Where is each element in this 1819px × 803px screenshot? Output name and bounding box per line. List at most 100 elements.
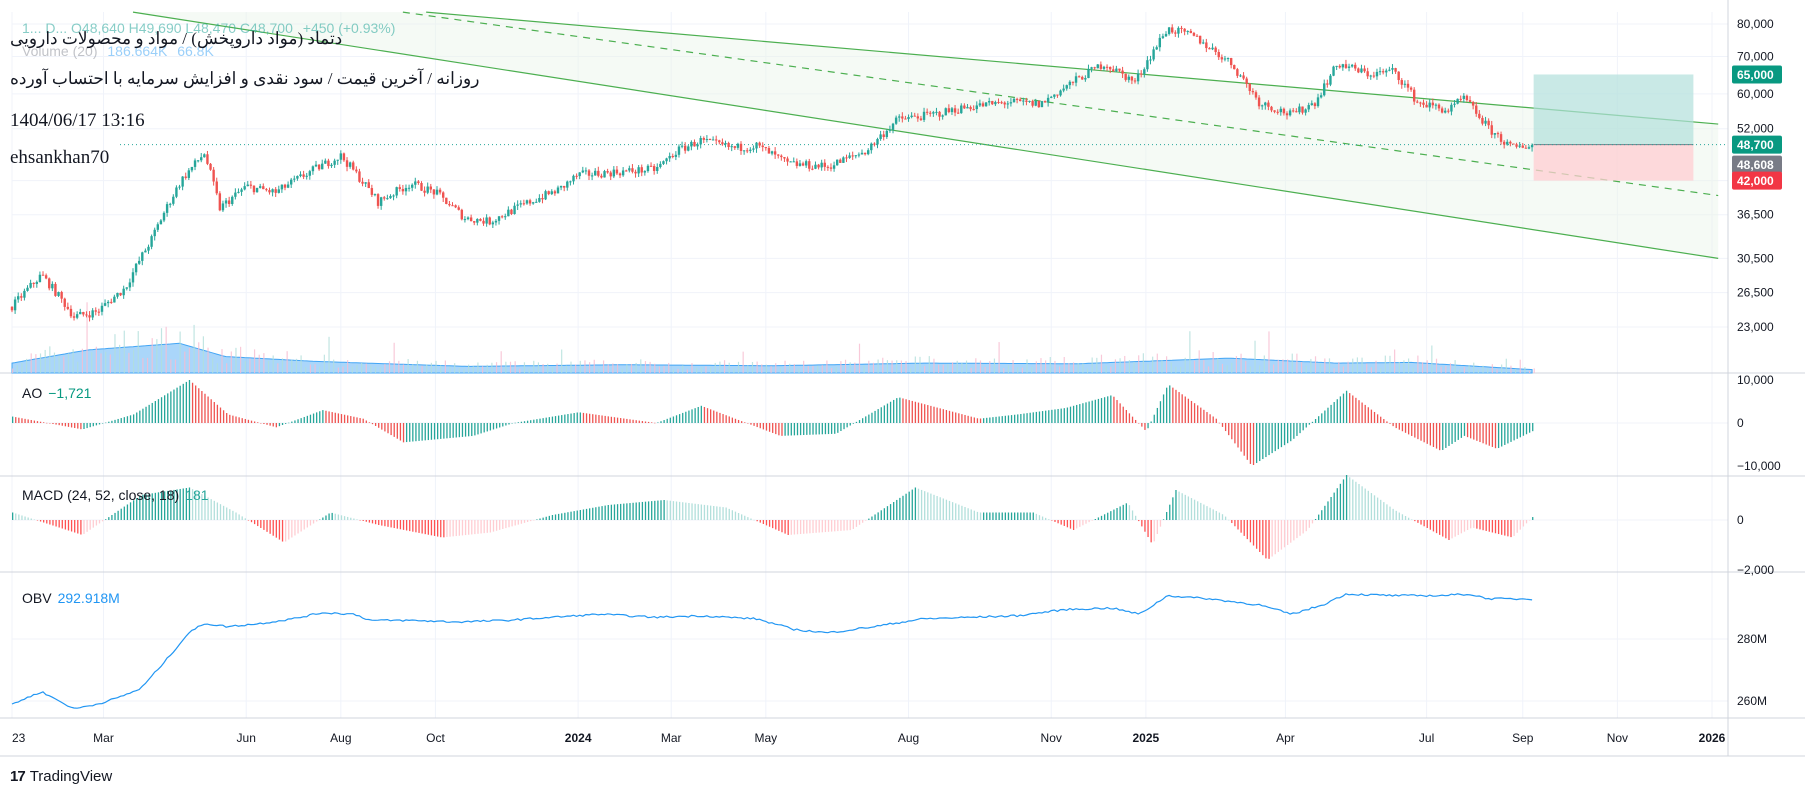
- candle-body: [125, 287, 128, 289]
- ao-bar: [455, 423, 457, 438]
- candle-body: [460, 209, 464, 220]
- volume-bar: [67, 353, 70, 373]
- macd-bar: [1063, 520, 1065, 526]
- volume-bar: [672, 369, 674, 373]
- macd-tick-label: −2,000: [1737, 563, 1774, 577]
- candle-body: [203, 154, 206, 158]
- candle-body: [569, 181, 572, 183]
- macd-bar: [1423, 520, 1425, 527]
- candle-body: [1298, 106, 1301, 113]
- ao-bar: [688, 410, 690, 423]
- ao-bar: [1345, 390, 1348, 423]
- ao-bar: [964, 414, 966, 423]
- candle-body: [1205, 42, 1208, 49]
- macd-bar: [120, 508, 122, 520]
- candle-body: [1071, 81, 1075, 83]
- macd-bar: [353, 518, 355, 520]
- candle-body: [773, 151, 777, 155]
- candle-body: [491, 222, 495, 225]
- macd-bar: [1159, 520, 1162, 527]
- volume-bar: [1314, 356, 1317, 373]
- macd-bar: [796, 520, 799, 535]
- ao-bar: [1218, 422, 1221, 424]
- macd-bar: [1172, 497, 1174, 520]
- macd-bar: [1243, 520, 1245, 536]
- macd-bar: [219, 504, 222, 520]
- ao-bar: [1442, 423, 1444, 450]
- ao-bar: [865, 416, 867, 423]
- volume-bar: [956, 360, 958, 373]
- candle-body: [780, 155, 783, 158]
- volume-bar: [1291, 353, 1293, 373]
- volume-bar: [858, 343, 861, 373]
- macd-bar: [1169, 504, 1171, 520]
- volume-bar: [1356, 357, 1358, 373]
- ao-bar: [827, 423, 830, 435]
- volume-bar: [212, 358, 214, 373]
- candle-body: [252, 185, 256, 193]
- candle-body: [662, 161, 665, 164]
- macd-bar: [666, 500, 668, 520]
- candle-body: [423, 190, 426, 193]
- candle-body: [857, 154, 861, 156]
- candle-body: [274, 189, 277, 193]
- ao-bar: [545, 417, 547, 423]
- candle-body: [485, 217, 488, 224]
- candle-body: [100, 305, 104, 312]
- ao-bar: [433, 423, 436, 440]
- volume-bar: [1147, 364, 1149, 373]
- volume-bar: [179, 331, 181, 373]
- candle-body: [814, 164, 817, 169]
- ao-bar: [306, 415, 309, 423]
- candle-body: [1341, 64, 1345, 68]
- candle-body: [1174, 32, 1177, 34]
- macd-bar: [1507, 520, 1509, 537]
- ao-bar: [1079, 404, 1081, 423]
- macd-bar: [489, 520, 492, 533]
- ao-bar: [316, 412, 318, 423]
- macd-bar: [1240, 520, 1242, 533]
- volume-bar: [1045, 360, 1047, 373]
- ao-bar: [992, 417, 994, 423]
- candle-body: [395, 187, 398, 196]
- candle-body: [119, 292, 122, 296]
- macd-bar: [1100, 515, 1103, 520]
- macd-bar: [108, 517, 110, 520]
- ao-bar: [843, 423, 845, 430]
- candle-body: [1276, 111, 1279, 113]
- ao-bar: [437, 423, 439, 440]
- volume-bar: [514, 361, 516, 373]
- ao-bar: [1190, 400, 1193, 423]
- candle-body: [358, 171, 361, 182]
- ao-bar: [821, 423, 823, 435]
- ao-bar: [1017, 414, 1019, 423]
- volume-bar: [1031, 366, 1033, 373]
- ao-bar: [1206, 412, 1208, 423]
- tradingview-brand[interactable]: 17 TradingView: [10, 768, 112, 785]
- ao-bar: [1119, 403, 1121, 423]
- candle-body: [804, 161, 808, 166]
- volume-bar: [640, 359, 642, 373]
- macd-bar: [927, 492, 929, 520]
- ao-bar: [982, 418, 985, 423]
- candle-body: [190, 166, 194, 171]
- ao-bar: [716, 411, 718, 423]
- macd-bar: [1448, 520, 1450, 540]
- ao-bar: [250, 420, 253, 423]
- candle-body: [572, 175, 575, 182]
- ao-bar: [260, 423, 262, 424]
- candle-body: [1143, 69, 1146, 74]
- candle-body: [981, 103, 985, 107]
- volume-bar: [1100, 354, 1103, 373]
- volume-bar: [523, 362, 526, 373]
- ao-bar: [1181, 394, 1183, 423]
- macd-bar: [1349, 477, 1351, 520]
- ao-bar: [343, 414, 346, 423]
- ao-bar: [1184, 396, 1186, 423]
- volume-bar: [1212, 352, 1214, 373]
- candle-body: [538, 197, 541, 202]
- macd-bar: [1082, 520, 1084, 526]
- candle-body: [1003, 102, 1006, 105]
